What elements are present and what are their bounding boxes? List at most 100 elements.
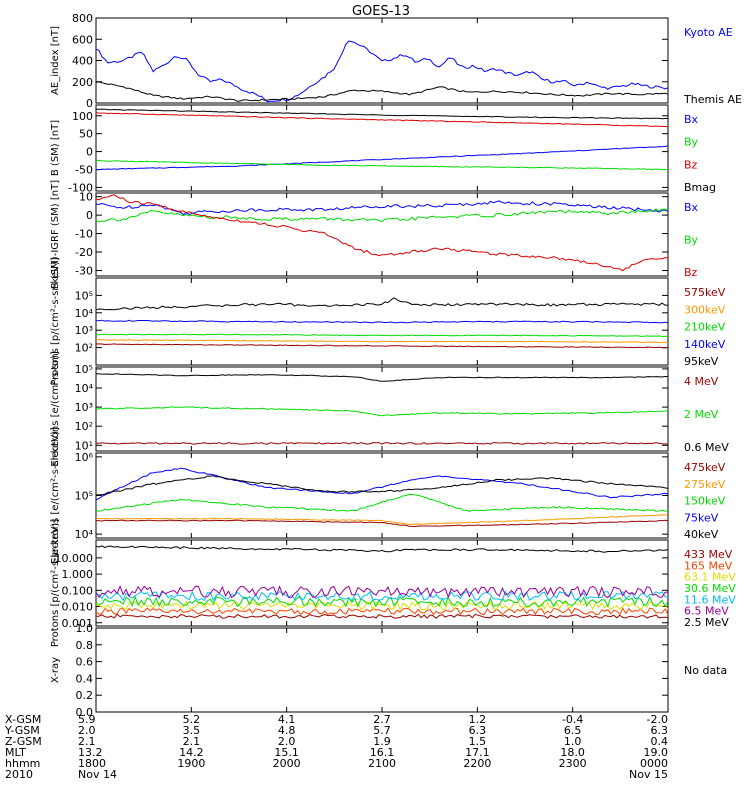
series-line-300keV — [95, 338, 668, 344]
footer-row-label: Z-GSM — [5, 735, 42, 748]
y-tick-label: 10⁵ — [75, 363, 93, 376]
footer-cell: Nov 15 — [629, 768, 668, 781]
legend-entry: 165 MeV — [684, 559, 733, 572]
footer-cell: 1800 — [78, 757, 106, 770]
series-line-150keV — [95, 493, 669, 512]
legend-entry: 475keV — [684, 461, 726, 474]
footer-cell: 2300 — [559, 757, 587, 770]
footer-cell: 6.3 — [651, 724, 669, 737]
footer-cell: 1900 — [177, 757, 205, 770]
y-tick-label: -50 — [75, 164, 93, 177]
footer-cell: 4.1 — [278, 713, 296, 726]
series-line-210keV — [95, 333, 669, 338]
legend-entry: 150keV — [684, 495, 726, 508]
panel-frame — [95, 627, 669, 713]
legend-entry: 140keV — [684, 338, 726, 351]
series-line-575keV — [95, 343, 669, 349]
footer-row-label: Y-GSM — [4, 724, 40, 737]
panel-5: 10¹ 10² 10³ 10⁴ 10⁵ Electrons [e/(cm²-s-sr)] 4… — [50, 351, 729, 467]
footer-cell: 2.1 — [183, 735, 201, 748]
panel-frame — [95, 539, 669, 627]
legend-entry: 30.6 MeV — [684, 582, 736, 595]
footer-cell: -2.0 — [647, 713, 668, 726]
series-line-30-6-MeV — [95, 595, 669, 608]
y-tick-label: -100 — [68, 181, 93, 194]
panel-8: 0.0 0.2 0.4 0.6 0.8 1.0 X-ray No data — [50, 622, 727, 719]
legend-entry: 2.5 MeV — [684, 616, 729, 629]
legend-entry: Themis AE — [683, 93, 742, 106]
series-line-165-MeV — [95, 607, 669, 616]
y-axis-label: Protons [p/(cm²-s-sr-keV)] — [50, 257, 61, 385]
footer-cell: 4.8 — [278, 724, 296, 737]
series-line-11-6-MeV — [95, 590, 669, 602]
footer-cell: 5.7 — [373, 724, 391, 737]
y-tick-label: -30 — [75, 264, 93, 277]
y-tick-label: 0.8 — [76, 639, 94, 652]
y-tick-label: 200 — [72, 76, 93, 89]
series-line-75keV — [95, 467, 669, 501]
footer-cell: 6.5 — [564, 724, 582, 737]
panel-2: -100 -50 0 50 100 B (SM) [nT] Bx By Bz Bmag — [50, 104, 716, 194]
series-line-Bz — [95, 112, 669, 128]
y-tick-label: 0.2 — [76, 689, 94, 702]
y-axis-label: X-ray — [50, 657, 61, 683]
series-line-Bz — [95, 194, 669, 272]
footer-cell: 2200 — [463, 757, 491, 770]
y-tick-label: 600 — [72, 33, 93, 46]
no-data-note: No data — [684, 664, 727, 677]
y-tick-label: 0.0 — [76, 706, 94, 719]
y-tick-label: 10² — [75, 342, 93, 355]
legend-entry: Bx — [684, 113, 699, 126]
legend-entry: 433 MeV — [684, 548, 733, 561]
footer-cell: 1.5 — [469, 735, 487, 748]
legend-entry: 0.6 MeV — [684, 441, 729, 454]
legend-entry: 300keV — [684, 303, 726, 316]
panel-6: 10⁴ 10⁵ 10⁶ Electrons [e/(cm²-s-sr-keV)] 475… — [50, 427, 726, 564]
series-line-2-5-MeV — [95, 545, 669, 553]
legend-entry: 210keV — [684, 321, 726, 334]
footer-cell: 14.2 — [179, 746, 204, 759]
y-tick-label: 10.000 — [55, 552, 94, 565]
y-tick-label: 10⁵ — [75, 490, 93, 503]
y-tick-label: 0.4 — [76, 672, 94, 685]
series-line-Bx — [95, 200, 669, 216]
footer-cell: 2.1 — [78, 735, 96, 748]
footer-cell: 19.0 — [644, 746, 669, 759]
legend-entry: Kyoto AE — [684, 26, 733, 39]
panel-1: 0 200 400 600 800 AE_index [nT] Kyoto AE Themis… — [50, 12, 742, 110]
y-tick-label: 0.001 — [62, 617, 94, 630]
legend-entry: 75keV — [684, 511, 719, 524]
panel-frame — [95, 366, 669, 452]
y-axis-label: Electrons [e/(cm²-s-sr)] — [50, 351, 61, 467]
panels-group: 0 200 400 600 800 AE_index [nT] Kyoto AE Themis… — [50, 12, 742, 719]
footer-row-label: MLT — [5, 746, 26, 759]
legend-entry: 2 MeV — [684, 408, 719, 421]
footer-cell: 13.2 — [78, 746, 103, 759]
series-line-95keV — [95, 297, 668, 311]
y-tick-label: 10⁴ — [75, 307, 94, 320]
series-line-433-MeV — [96, 613, 669, 619]
series-line-275keV — [95, 514, 669, 526]
footer-cell: 2.0 — [78, 724, 96, 737]
y-tick-label: 50 — [79, 128, 93, 141]
legend-entry: 575keV — [684, 286, 726, 299]
footer-cell: Nov 14 — [78, 768, 117, 781]
legend-entry: 40keV — [684, 528, 719, 541]
y-tick-label: -20 — [75, 246, 93, 259]
y-axis-label: Protons [p/(cm²-s-sr-keV)] — [50, 519, 61, 647]
y-axis-label: Electrons [e/(cm²-s-sr-keV)] — [50, 427, 61, 564]
y-tick-label: 10⁴ — [75, 382, 94, 395]
footer-cell: 3.5 — [183, 724, 201, 737]
legend-entry: By — [684, 136, 699, 149]
y-tick-label: 0 — [86, 97, 93, 110]
orbit-footer: X-GSMY-GSMZ-GSMMLThhmm20105.92.02.113.21… — [4, 713, 668, 781]
chart-title: GOES-13 — [352, 4, 410, 19]
footer-cell: 1.9 — [373, 735, 391, 748]
y-tick-label: 0 — [86, 146, 93, 159]
panel-4: 10² 10³ 10⁴ 10⁵ Protons [p/(cm²-s-sr-keV)] 57… — [50, 257, 726, 385]
footer-cell: 0000 — [640, 757, 668, 770]
legend-entry: Bz — [684, 158, 698, 171]
